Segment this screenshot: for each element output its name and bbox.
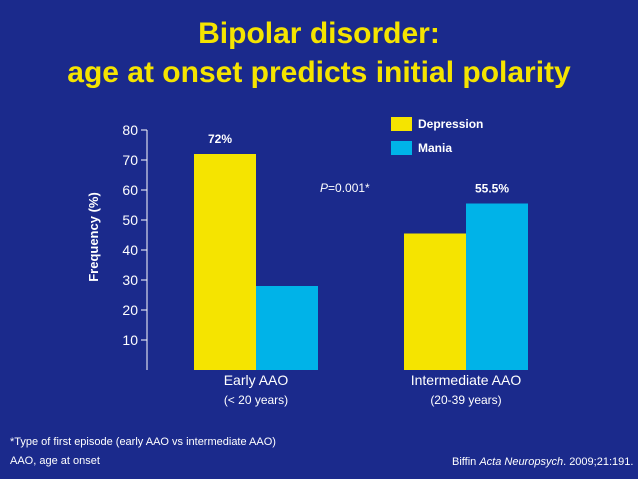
p-value-annotation: P=0.001* xyxy=(320,181,370,195)
legend-label-mania: Mania xyxy=(418,141,452,155)
p-value-symbol: P xyxy=(320,181,328,195)
slide-title-line-2: age at onset predicts initial polarity xyxy=(67,56,571,89)
citation-journal: Acta Neuropsych xyxy=(479,456,564,468)
citation-details: . 2009;21:191. xyxy=(563,456,634,468)
citation-author: Biffin xyxy=(452,456,480,468)
y-tick-label-50: 50 xyxy=(122,212,138,228)
citation: Biffin Acta Neuropsych. 2009;21:191. xyxy=(452,456,633,468)
data-label-mania-2: 55.5% xyxy=(475,182,509,196)
y-tick-label-30: 30 xyxy=(122,272,138,288)
legend-swatch-depression xyxy=(391,117,412,131)
y-axis-title: Frequency (%) xyxy=(86,192,101,282)
bar-depression-1 xyxy=(194,154,256,370)
x-category-label-1: Early AAO xyxy=(224,372,289,388)
legend-swatch-mania xyxy=(391,141,412,155)
x-category-sublabel-2: (20-39 years) xyxy=(430,393,501,407)
legend-label-depression: Depression xyxy=(418,117,483,131)
x-category-sublabel-1: (< 20 years) xyxy=(224,393,288,407)
y-tick-label-70: 70 xyxy=(122,152,138,168)
footnote-aao-definition: AAO, age at onset xyxy=(10,455,100,467)
y-tick-label-10: 10 xyxy=(122,332,138,348)
bar-depression-2 xyxy=(404,233,466,370)
slide-title-line-1: Bipolar disorder: xyxy=(198,17,440,50)
footnote-type-of-episode: *Type of first episode (early AAO vs int… xyxy=(10,436,276,448)
x-category-label-2: Intermediate AAO xyxy=(411,372,522,388)
y-tick-label-60: 60 xyxy=(122,182,138,198)
y-tick-label-80: 80 xyxy=(122,122,138,138)
bar-mania-1 xyxy=(256,286,318,370)
bar-mania-2 xyxy=(466,203,528,370)
data-label-depression-1: 72% xyxy=(208,132,232,146)
p-value-text: =0.001* xyxy=(328,181,370,195)
y-tick-label-40: 40 xyxy=(122,242,138,258)
y-tick-label-20: 20 xyxy=(122,302,138,318)
